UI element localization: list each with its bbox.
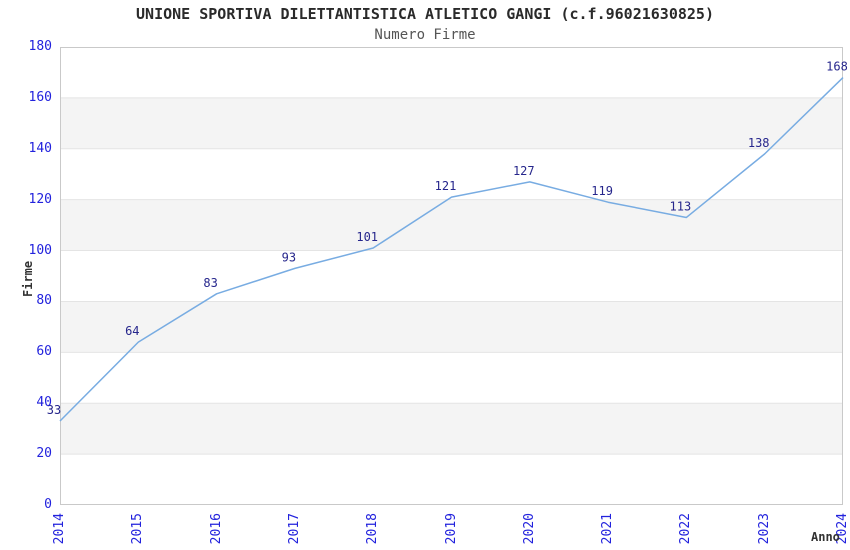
point-label: 121 <box>435 179 457 193</box>
x-tick-label: 2022 <box>678 513 694 545</box>
y-axis-title: Firme <box>21 260 35 297</box>
x-tick-label: 2021 <box>600 513 616 545</box>
y-tick-label: 0 <box>44 497 52 512</box>
x-axis-title: Anno <box>811 530 840 544</box>
point-label: 119 <box>591 184 613 198</box>
x-tick-label: 2015 <box>130 513 146 545</box>
chart-title: UNIONE SPORTIVA DILETTANTISTICA ATLETICO… <box>136 5 714 23</box>
y-tick-label: 20 <box>36 446 52 462</box>
plot-border <box>60 47 843 505</box>
x-tick-label: 2014 <box>52 513 67 545</box>
point-label: 64 <box>125 324 139 338</box>
y-tick-label: 40 <box>36 395 52 411</box>
x-tick-label: 2016 <box>208 513 224 545</box>
point-label: 33 <box>47 403 61 417</box>
x-tick-label: 2019 <box>443 513 459 545</box>
shaded-band <box>60 403 843 455</box>
point-label: 168 <box>826 60 848 74</box>
point-label: 127 <box>513 164 535 178</box>
y-tick-label: 180 <box>28 39 52 54</box>
chart-subtitle: Numero Firme <box>374 27 476 43</box>
y-tick-label: 120 <box>28 191 52 207</box>
plot-area: 33 64 83 93 101 121 127 119 113 138 168 <box>47 47 848 505</box>
x-tick-label: 2023 <box>756 513 772 545</box>
point-label: 138 <box>748 136 770 150</box>
y-tick-label: 100 <box>28 242 52 258</box>
y-tick-label: 140 <box>28 140 52 156</box>
point-label: 113 <box>670 199 692 213</box>
y-tick-label: 80 <box>36 293 52 309</box>
x-tick-label: 2017 <box>286 513 302 545</box>
point-label: 101 <box>356 230 378 244</box>
point-label: 93 <box>282 250 296 264</box>
x-tick-label: 2018 <box>365 513 381 545</box>
x-tick-label: 2020 <box>521 513 537 545</box>
point-label: 83 <box>203 276 217 290</box>
shaded-band <box>60 199 843 251</box>
y-tick-label: 60 <box>36 344 52 360</box>
shaded-band <box>60 301 843 353</box>
series-line <box>59 76 844 422</box>
y-tick-label: 160 <box>28 89 52 105</box>
shaded-band <box>60 97 843 149</box>
